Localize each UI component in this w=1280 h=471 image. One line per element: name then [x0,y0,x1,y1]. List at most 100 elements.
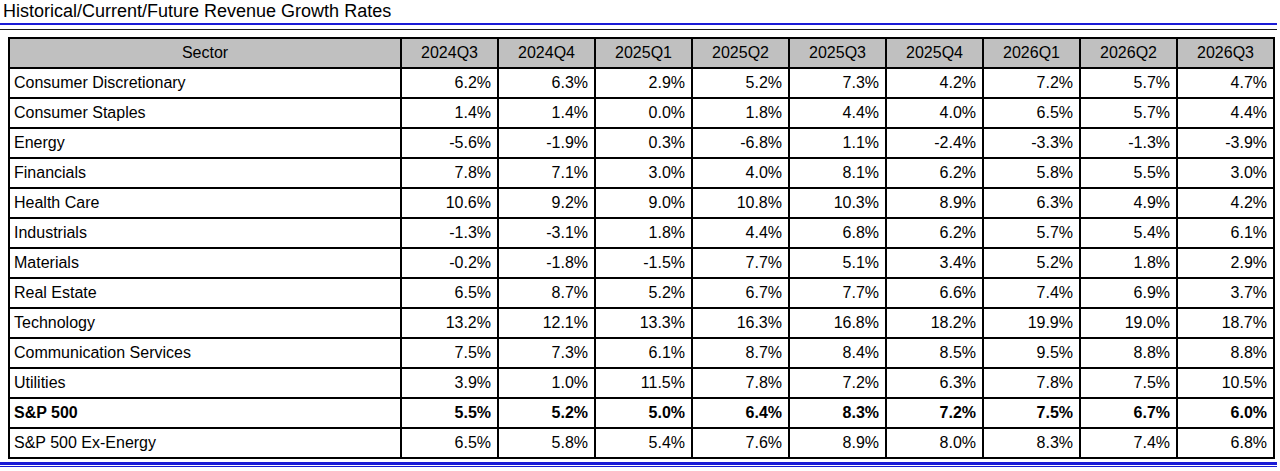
value-cell-2024q3: -0.2% [401,248,498,278]
sector-cell: Materials [9,248,401,278]
col-header-2025q4: 2025Q4 [886,38,983,68]
sector-cell: Financials [9,158,401,188]
title-underline-rule [0,23,1277,30]
sector-cell: Consumer Discretionary [9,68,401,98]
sector-cell: S&P 500 [9,398,401,428]
value-cell-2026q1: 7.2% [983,68,1080,98]
value-cell-2025q3: 7.3% [789,68,886,98]
value-cell-2025q4: 7.2% [886,398,983,428]
value-cell-2024q4: 12.1% [498,308,595,338]
value-cell-2026q3: 18.7% [1177,308,1274,338]
value-cell-2024q3: 3.9% [401,368,498,398]
col-header-sector: Sector [9,38,401,68]
value-cell-2024q3: 6.5% [401,278,498,308]
table-row: Health Care10.6%9.2%9.0%10.8%10.3%8.9%6.… [9,188,1274,218]
value-cell-2024q3: 13.2% [401,308,498,338]
value-cell-2025q4: 6.2% [886,158,983,188]
table-row: Consumer Staples1.4%1.4%0.0%1.8%4.4%4.0%… [9,98,1274,128]
value-cell-2025q3: 5.1% [789,248,886,278]
value-cell-2025q1: 5.4% [595,428,692,458]
value-cell-2025q1: 2.9% [595,68,692,98]
value-cell-2026q2: 7.5% [1080,368,1177,398]
revenue-growth-table: Sector2024Q32024Q42025Q12025Q22025Q32025… [8,37,1275,459]
value-cell-2024q4: 1.4% [498,98,595,128]
value-cell-2026q3: 6.8% [1177,428,1274,458]
value-cell-2025q2: 5.2% [692,68,789,98]
value-cell-2025q2: 4.4% [692,218,789,248]
value-cell-2025q2: 6.7% [692,278,789,308]
value-cell-2026q1: 6.5% [983,98,1080,128]
value-cell-2026q3: 4.4% [1177,98,1274,128]
value-cell-2025q4: 6.3% [886,368,983,398]
value-cell-2025q4: 6.2% [886,218,983,248]
value-cell-2024q3: 6.5% [401,428,498,458]
value-cell-2024q3: 6.2% [401,68,498,98]
value-cell-2025q1: 13.3% [595,308,692,338]
value-cell-2026q3: 10.5% [1177,368,1274,398]
value-cell-2026q3: 6.0% [1177,398,1274,428]
header-row: Sector2024Q32024Q42025Q12025Q22025Q32025… [9,38,1274,68]
value-cell-2025q1: 1.8% [595,218,692,248]
value-cell-2025q4: 6.6% [886,278,983,308]
value-cell-2026q3: 6.1% [1177,218,1274,248]
value-cell-2024q4: 8.7% [498,278,595,308]
value-cell-2025q3: 7.2% [789,368,886,398]
value-cell-2025q4: -2.4% [886,128,983,158]
value-cell-2026q3: 3.7% [1177,278,1274,308]
value-cell-2025q3: 10.3% [789,188,886,218]
value-cell-2025q2: 1.8% [692,98,789,128]
table-row: Real Estate6.5%8.7%5.2%6.7%7.7%6.6%7.4%6… [9,278,1274,308]
bottom-double-rule [0,462,1277,467]
table-body: Consumer Discretionary6.2%6.3%2.9%5.2%7.… [9,68,1274,458]
value-cell-2025q2: 7.7% [692,248,789,278]
value-cell-2025q2: 7.6% [692,428,789,458]
table-row: S&P 5005.5%5.2%5.0%6.4%8.3%7.2%7.5%6.7%6… [9,398,1274,428]
value-cell-2025q2: 6.4% [692,398,789,428]
value-cell-2026q2: 4.9% [1080,188,1177,218]
value-cell-2026q2: 8.8% [1080,338,1177,368]
col-header-2024q4: 2024Q4 [498,38,595,68]
value-cell-2025q2: 7.8% [692,368,789,398]
value-cell-2024q4: -1.9% [498,128,595,158]
col-header-2024q3: 2024Q3 [401,38,498,68]
value-cell-2026q1: 6.3% [983,188,1080,218]
value-cell-2026q1: 19.9% [983,308,1080,338]
value-cell-2026q2: 7.4% [1080,428,1177,458]
value-cell-2025q1: 9.0% [595,188,692,218]
page-title: Historical/Current/Future Revenue Growth… [3,1,1280,21]
value-cell-2025q2: 8.7% [692,338,789,368]
value-cell-2025q3: 6.8% [789,218,886,248]
value-cell-2026q1: 5.2% [983,248,1080,278]
sector-cell: S&P 500 Ex-Energy [9,428,401,458]
value-cell-2026q2: 19.0% [1080,308,1177,338]
table-row: Consumer Discretionary6.2%6.3%2.9%5.2%7.… [9,68,1274,98]
value-cell-2024q4: 5.2% [498,398,595,428]
value-cell-2025q3: 8.1% [789,158,886,188]
value-cell-2024q4: -1.8% [498,248,595,278]
value-cell-2025q4: 8.0% [886,428,983,458]
value-cell-2024q4: 1.0% [498,368,595,398]
page: Historical/Current/Future Revenue Growth… [0,0,1280,471]
value-cell-2026q2: 5.5% [1080,158,1177,188]
value-cell-2024q4: 7.1% [498,158,595,188]
table-row: Communication Services7.5%7.3%6.1%8.7%8.… [9,338,1274,368]
sector-cell: Technology [9,308,401,338]
value-cell-2026q1: -3.3% [983,128,1080,158]
table-row: Energy-5.6%-1.9%0.3%-6.8%1.1%-2.4%-3.3%-… [9,128,1274,158]
value-cell-2026q3: 4.7% [1177,68,1274,98]
bottom-rule-thin-line [0,466,1277,467]
value-cell-2025q1: 5.2% [595,278,692,308]
value-cell-2024q4: -3.1% [498,218,595,248]
col-header-2025q1: 2025Q1 [595,38,692,68]
value-cell-2024q3: -5.6% [401,128,498,158]
value-cell-2025q1: 11.5% [595,368,692,398]
value-cell-2025q1: 0.3% [595,128,692,158]
value-cell-2024q4: 7.3% [498,338,595,368]
sector-cell: Consumer Staples [9,98,401,128]
value-cell-2026q1: 7.4% [983,278,1080,308]
value-cell-2026q3: 8.8% [1177,338,1274,368]
value-cell-2024q3: 1.4% [401,98,498,128]
value-cell-2025q2: 10.8% [692,188,789,218]
table-row: Materials-0.2%-1.8%-1.5%7.7%5.1%3.4%5.2%… [9,248,1274,278]
value-cell-2026q1: 8.3% [983,428,1080,458]
